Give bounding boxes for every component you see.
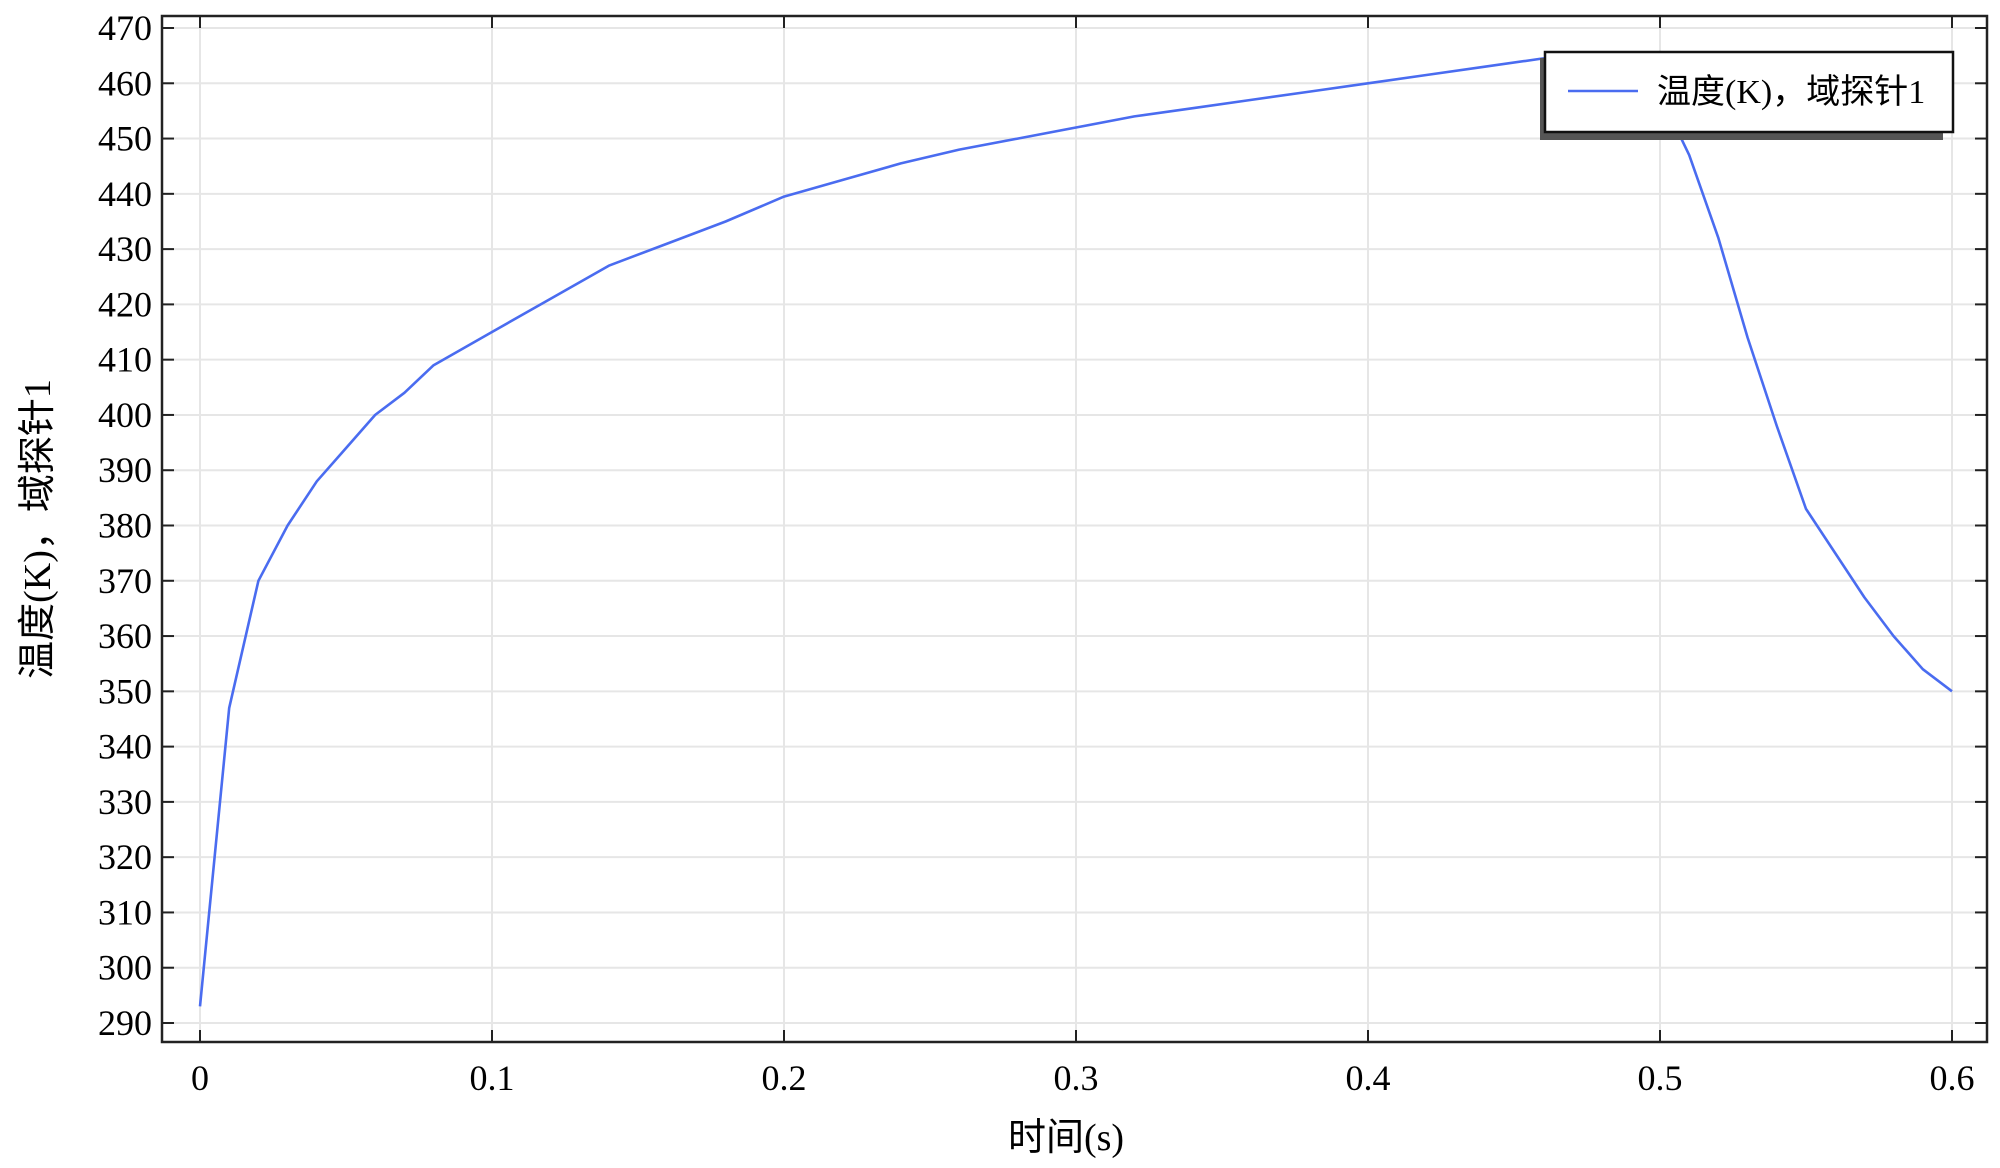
series-group: [198, 57, 1953, 1007]
y-tick-label: 350: [98, 671, 152, 711]
y-tick-label: 340: [98, 727, 152, 767]
x-tick-label: 0.4: [1346, 1058, 1391, 1098]
grid-lines: [162, 16, 1987, 1042]
y-tick-label: 440: [98, 174, 152, 214]
y-tick-label: 330: [98, 782, 152, 822]
y-tick-label: 370: [98, 561, 152, 601]
x-tick-label: 0.1: [470, 1058, 515, 1098]
y-tick-label: 400: [98, 395, 152, 435]
y-tick-label: 430: [98, 229, 152, 269]
y-tick-label: 290: [98, 1003, 152, 1043]
x-tick-label: 0.3: [1054, 1058, 1099, 1098]
y-tick-label: 320: [98, 837, 152, 877]
y-tick-label: 360: [98, 616, 152, 656]
y-tick-label: 390: [98, 450, 152, 490]
y-tick-label: 380: [98, 506, 152, 546]
legend: 温度(K)，域探针1: [1540, 50, 1955, 140]
x-axis: 0 0.1 0.2 0.3 0.4 0.5 0.6: [191, 16, 1975, 1098]
x-tick-label: 0.5: [1638, 1058, 1683, 1098]
x-tick-label: 0.6: [1930, 1058, 1975, 1098]
y-tick-label: 300: [98, 948, 152, 988]
y-tick-label: 310: [98, 892, 152, 932]
y-tick-label: 420: [98, 284, 152, 324]
y-tick-label: 460: [98, 63, 152, 103]
legend-entry-label: 温度(K)，域探针1: [1657, 73, 1925, 111]
x-tick-label: 0.2: [762, 1058, 807, 1098]
x-tick-label: 0: [191, 1058, 209, 1098]
x-axis-title: 时间(s): [1008, 1117, 1124, 1159]
y-axis: 290 300 310 320 330 340 350 360 370 380 390 400 410 4…: [98, 8, 1987, 1043]
series-line: [198, 57, 1953, 1007]
y-tick-label: 450: [98, 119, 152, 159]
y-tick-label: 470: [98, 8, 152, 48]
y-axis-title: 温度(K)，域探针1: [17, 379, 59, 679]
plot-frame: [160, 14, 1989, 1044]
y-tick-label: 410: [98, 340, 152, 380]
